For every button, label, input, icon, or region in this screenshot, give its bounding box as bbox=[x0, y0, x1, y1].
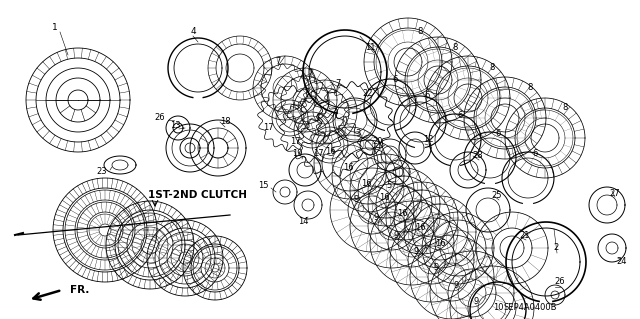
Text: 16: 16 bbox=[379, 194, 389, 203]
Text: 7: 7 bbox=[335, 79, 340, 88]
Text: 27: 27 bbox=[610, 189, 620, 197]
Text: 7: 7 bbox=[275, 57, 281, 66]
Text: 6: 6 bbox=[424, 92, 429, 100]
Text: 16: 16 bbox=[397, 209, 407, 218]
Text: 7: 7 bbox=[307, 70, 313, 78]
Text: 9: 9 bbox=[394, 231, 399, 240]
Text: 9: 9 bbox=[373, 213, 379, 222]
Text: 6: 6 bbox=[495, 129, 500, 137]
Text: 13: 13 bbox=[170, 121, 180, 130]
Text: 25: 25 bbox=[492, 190, 502, 199]
Text: 9: 9 bbox=[353, 196, 358, 204]
Text: 17: 17 bbox=[262, 123, 273, 132]
Text: 2: 2 bbox=[554, 243, 559, 253]
Text: 16: 16 bbox=[361, 179, 371, 188]
Text: 5: 5 bbox=[387, 181, 392, 189]
Text: 26: 26 bbox=[555, 278, 565, 286]
Text: 6: 6 bbox=[532, 149, 538, 158]
Text: 22: 22 bbox=[363, 88, 373, 98]
Text: 18: 18 bbox=[220, 117, 230, 127]
Text: 16: 16 bbox=[342, 164, 353, 173]
Text: 11: 11 bbox=[365, 43, 375, 53]
Text: 8: 8 bbox=[563, 103, 568, 113]
Text: 9: 9 bbox=[453, 280, 459, 290]
Text: 9: 9 bbox=[433, 263, 438, 272]
Text: 21: 21 bbox=[520, 231, 531, 240]
Text: 3: 3 bbox=[355, 129, 361, 137]
Text: 16: 16 bbox=[324, 147, 335, 157]
Text: 8: 8 bbox=[490, 63, 495, 72]
Text: 20: 20 bbox=[372, 137, 383, 146]
Text: 14: 14 bbox=[298, 218, 308, 226]
Text: 19: 19 bbox=[292, 150, 302, 159]
Text: 12: 12 bbox=[423, 136, 433, 145]
Text: 17: 17 bbox=[290, 137, 300, 146]
Text: 4: 4 bbox=[190, 27, 196, 36]
Text: 10: 10 bbox=[493, 303, 503, 313]
Text: 28: 28 bbox=[473, 151, 483, 160]
Text: 16: 16 bbox=[415, 224, 426, 233]
Text: 16: 16 bbox=[435, 239, 445, 248]
Text: 6: 6 bbox=[458, 110, 463, 120]
Text: SEP4A0400B: SEP4A0400B bbox=[503, 303, 557, 313]
Text: 24: 24 bbox=[617, 257, 627, 266]
Text: 8: 8 bbox=[417, 27, 422, 36]
Text: 8: 8 bbox=[527, 84, 532, 93]
Text: 17: 17 bbox=[313, 150, 323, 159]
Text: 9: 9 bbox=[474, 298, 479, 307]
Text: 1: 1 bbox=[52, 24, 58, 33]
Text: 8: 8 bbox=[452, 43, 458, 53]
Text: FR.: FR. bbox=[70, 285, 90, 295]
Text: 23: 23 bbox=[97, 167, 108, 176]
Text: 15: 15 bbox=[258, 181, 268, 189]
Text: 26: 26 bbox=[155, 114, 165, 122]
Text: 9: 9 bbox=[413, 248, 419, 256]
Text: 1ST-2ND CLUTCH: 1ST-2ND CLUTCH bbox=[148, 190, 247, 200]
Text: 6: 6 bbox=[392, 76, 397, 85]
